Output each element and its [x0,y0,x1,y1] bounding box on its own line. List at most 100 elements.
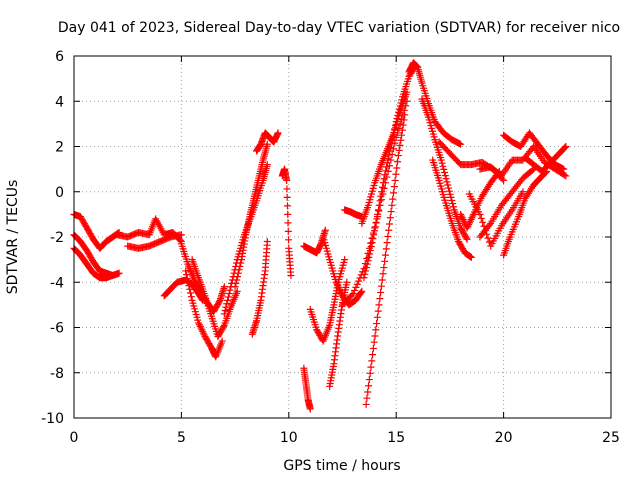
data-point-track-h [187,289,195,297]
data-point-track-p [306,405,314,413]
data-point-track-v [366,250,374,258]
data-point-track-v [375,201,383,209]
data-point-track-x [383,239,391,247]
data-point-track-ac [469,212,477,220]
data-point-track-z [438,159,446,167]
data-point-track-v [365,253,373,261]
data-point-track-x [391,176,399,184]
data-point-track-j [224,293,232,301]
data-point-track-z [442,175,450,183]
y-tick-label: -6 [50,321,64,337]
data-point-track-j [220,310,228,318]
data-point-track-ai [561,143,569,151]
y-tick-label: -8 [50,366,64,382]
data-point-track-ad [484,234,492,242]
data-point-track-ad [476,210,484,218]
data-point-track-x [370,338,378,346]
data-point-track-v [371,223,379,231]
data-point-track-n [283,185,291,193]
data-point-track-x [364,388,372,396]
data-point-track-x [400,116,408,124]
data-point-track-ad [477,214,485,222]
data-point-track-x [385,220,393,228]
data-point-track-ai [560,144,568,152]
data-point-track-x [394,152,402,160]
data-point-track-ac [457,212,465,220]
data-point-track-n [283,202,291,210]
data-point-track-x [387,208,395,216]
data-point-track-x [366,369,374,377]
data-point-track-v [382,167,390,175]
data-point-track-z [441,169,449,177]
data-point-track-ab [500,176,508,184]
data-point-track-j [222,303,230,311]
data-point-track-v [373,215,381,223]
data-point-track-ac [460,217,468,225]
data-point-track-x [380,264,388,272]
data-point-track-x [368,357,376,365]
data-point-track-v [370,231,378,239]
data-point-track-z [446,190,454,198]
data-point-track-h [195,319,203,327]
data-point-track-h [218,337,226,345]
y-tick-label: -10 [41,411,64,427]
data-point-track-v [367,243,375,251]
data-point-track-i [220,323,228,331]
data-point-track-u [348,291,356,299]
data-point-track-x [369,351,377,359]
data-point-track-j [223,300,231,308]
data-point-track-v [379,179,387,187]
data-point-track-u [351,286,359,294]
data-point-track-ac [459,215,467,223]
data-point-track-x [363,394,371,402]
data-point-track-z [462,234,470,242]
data-points [70,59,570,413]
data-point-track-y [457,140,465,148]
data-point-track-u [390,145,398,153]
data-point-track-e [177,231,185,239]
data-point-track-h [183,271,191,279]
data-point-track-x [399,121,407,129]
data-point-track-x [382,245,390,253]
data-point-track-v [369,235,377,243]
data-point-track-z [439,162,447,170]
x-tick-label: 0 [70,430,79,446]
data-point-track-v [370,227,378,235]
y-axis-label: SDTVAR / TECUs [5,180,21,295]
data-point-track-x [385,226,393,234]
data-point-track-ag [561,171,569,179]
data-point-track-x [372,326,380,334]
data-point-track-n [284,227,292,235]
data-point-track-v [381,171,389,179]
data-point-track-h [198,326,206,334]
data-point-track-u [352,283,360,291]
data-point-track-x [395,146,403,154]
data-point-track-ac [465,221,473,229]
data-point-track-x [371,332,379,340]
data-point-track-x [393,164,401,172]
data-point-track-v [376,197,384,205]
data-point-track-j [221,307,229,315]
data-point-track-x [367,363,375,371]
data-point-track-h [183,274,191,282]
data-point-track-v [379,183,387,191]
data-point-track-n [285,236,293,244]
data-point-track-x [369,344,377,352]
x-tick-label: 15 [387,430,405,446]
data-point-track-x [398,131,406,139]
data-point-track-j [226,286,234,294]
data-point-track-z [441,172,449,180]
data-point-track-j [225,290,233,298]
data-point-track-k [236,262,244,270]
data-point-track-z [463,235,471,243]
x-tick-label: 10 [280,430,298,446]
data-point-track-x [392,170,400,178]
data-point-track-ac [467,215,475,223]
y-tick-label: 6 [55,49,64,65]
data-point-track-r [333,280,341,288]
data-point-track-v [380,175,388,183]
data-point-track-h [199,329,207,337]
data-point-track-ai [562,143,570,150]
data-point-track-z [448,197,456,205]
